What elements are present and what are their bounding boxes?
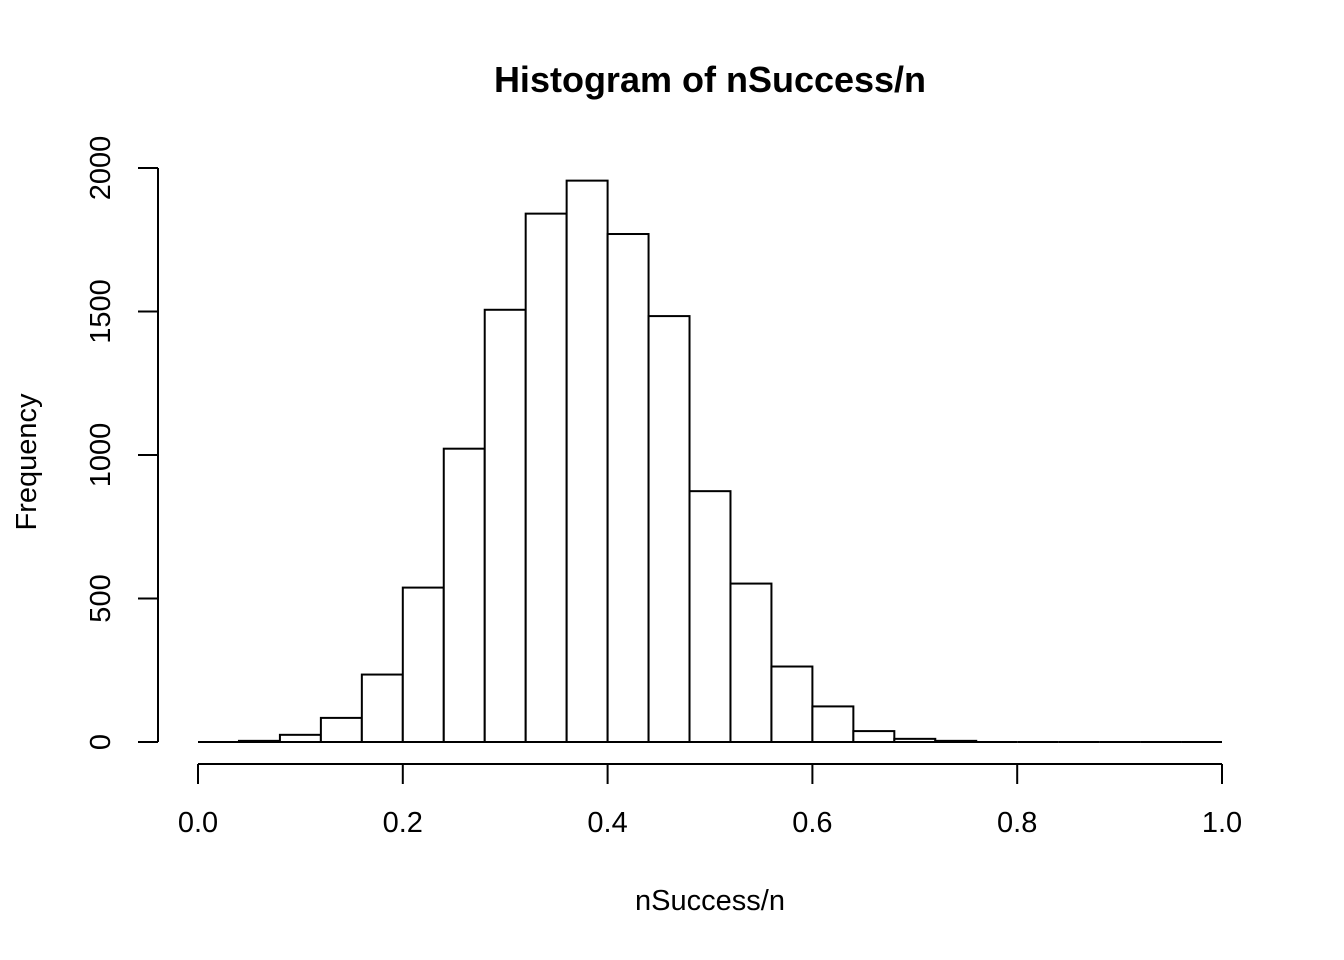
- histogram-bar: [483, 308, 527, 743]
- histogram-bar: [278, 733, 322, 744]
- histogram-bar: [524, 212, 568, 743]
- histogram-bar: [360, 673, 404, 743]
- histogram-bar: [811, 705, 855, 743]
- y-axis-label: Frequency: [11, 393, 43, 531]
- histogram-bar: [401, 586, 445, 743]
- histogram-bars: [198, 179, 1222, 744]
- x-tick-label: 1.0: [1202, 807, 1242, 839]
- histogram-bar: [729, 582, 773, 743]
- x-tick-label: 0.8: [997, 807, 1037, 839]
- y-tick-label: 2000: [85, 136, 117, 201]
- y-tick-label: 0: [85, 734, 117, 750]
- x-axis-label: nSuccess/n: [635, 885, 785, 917]
- y-axis: 0 500 1000 1500 2000: [85, 136, 159, 750]
- histogram-bar: [770, 665, 814, 743]
- x-tick-label: 0.0: [178, 807, 218, 839]
- histogram-bar: [852, 730, 896, 743]
- x-tick-label: 0.4: [587, 807, 627, 839]
- histogram-bar: [237, 739, 281, 743]
- histogram-bar: [893, 737, 937, 744]
- histogram-bar: [606, 233, 650, 743]
- y-tick-label: 1000: [85, 423, 117, 488]
- histogram-bar: [688, 490, 732, 743]
- x-axis: 0.0 0.2 0.4 0.6 0.8 1.0: [178, 763, 1242, 839]
- x-axis-ticks: 0.0 0.2 0.4 0.6 0.8 1.0: [178, 764, 1242, 839]
- y-tick-label: 1500: [85, 279, 117, 344]
- chart-title: Histogram of nSuccess/n: [494, 59, 926, 100]
- x-tick-label: 0.2: [383, 807, 423, 839]
- y-axis-ticks: 0 500 1000 1500 2000: [85, 136, 158, 750]
- histogram-bar: [647, 315, 691, 743]
- histogram-bar: [934, 739, 978, 743]
- y-tick-label: 500: [85, 574, 117, 622]
- x-tick-label: 0.6: [792, 807, 832, 839]
- histogram-bar: [442, 447, 486, 743]
- histogram-bar: [565, 179, 609, 744]
- histogram-bar: [319, 716, 363, 744]
